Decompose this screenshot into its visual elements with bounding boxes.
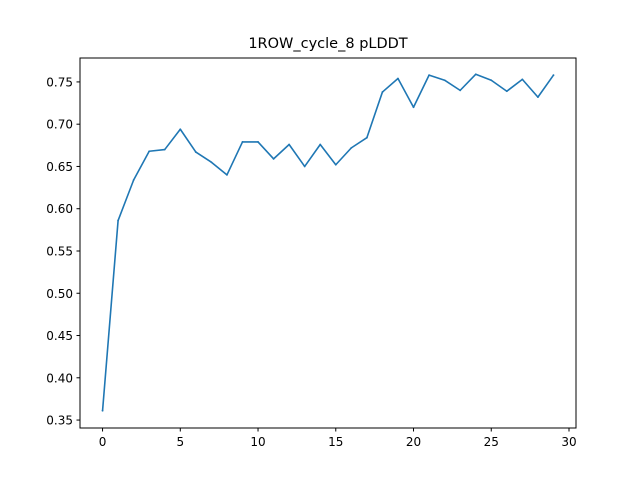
x-tick-label: 30	[561, 435, 576, 449]
plot-area-frame	[79, 57, 577, 429]
data-point	[226, 174, 228, 176]
data-point	[521, 78, 524, 81]
y-tick-label: 0.60	[46, 202, 73, 216]
data-point	[474, 73, 477, 76]
y-tick-label: 0.75	[46, 75, 73, 89]
x-tick-label: 0	[99, 435, 107, 449]
data-point	[194, 151, 197, 153]
y-tick-label: 0.35	[46, 414, 73, 428]
x-tick-label: 10	[250, 435, 265, 449]
x-tick-label: 5	[176, 435, 184, 449]
data-point	[148, 150, 151, 153]
data-point	[537, 96, 539, 99]
y-tick-label: 0.40	[46, 371, 73, 385]
y-tick-label: 0.65	[46, 160, 73, 174]
data-point	[490, 79, 493, 82]
data-point	[272, 157, 275, 160]
data-point	[257, 141, 259, 143]
y-tick-label: 0.50	[46, 287, 73, 301]
data-point	[397, 77, 399, 80]
data-point	[459, 89, 462, 92]
y-tick-label: 0.45	[46, 329, 73, 343]
data-point	[365, 136, 368, 139]
data-point	[179, 128, 182, 131]
data-point	[241, 141, 244, 143]
y-tick-label: 0.70	[46, 118, 73, 132]
data-point	[288, 143, 291, 146]
chart-title: 1ROW_cycle_8 pLDDT	[248, 36, 407, 52]
data-point	[381, 91, 384, 93]
data-point	[350, 146, 353, 149]
data-point	[210, 161, 213, 164]
data-point	[101, 409, 104, 412]
data-point	[334, 163, 337, 166]
data-point	[443, 79, 446, 82]
data-point	[303, 165, 306, 168]
data-point	[552, 74, 555, 77]
x-tick-label: 15	[328, 435, 343, 449]
data-point	[428, 74, 430, 77]
axes-layer: 0 5 10 15 20 25 30 0.35 0.40 0.45 0.50 0.55 0.60 0.65…	[46, 75, 576, 449]
x-tick-label: 20	[406, 435, 421, 449]
data-point	[319, 143, 322, 146]
data-point	[132, 179, 135, 181]
y-tick-label: 0.55	[46, 244, 73, 258]
series-layer	[101, 73, 555, 412]
x-tick-label: 25	[484, 435, 499, 449]
data-point	[163, 148, 166, 151]
data-point	[505, 90, 508, 93]
series-line	[101, 73, 555, 412]
data-point	[117, 219, 119, 222]
data-point	[412, 106, 415, 109]
